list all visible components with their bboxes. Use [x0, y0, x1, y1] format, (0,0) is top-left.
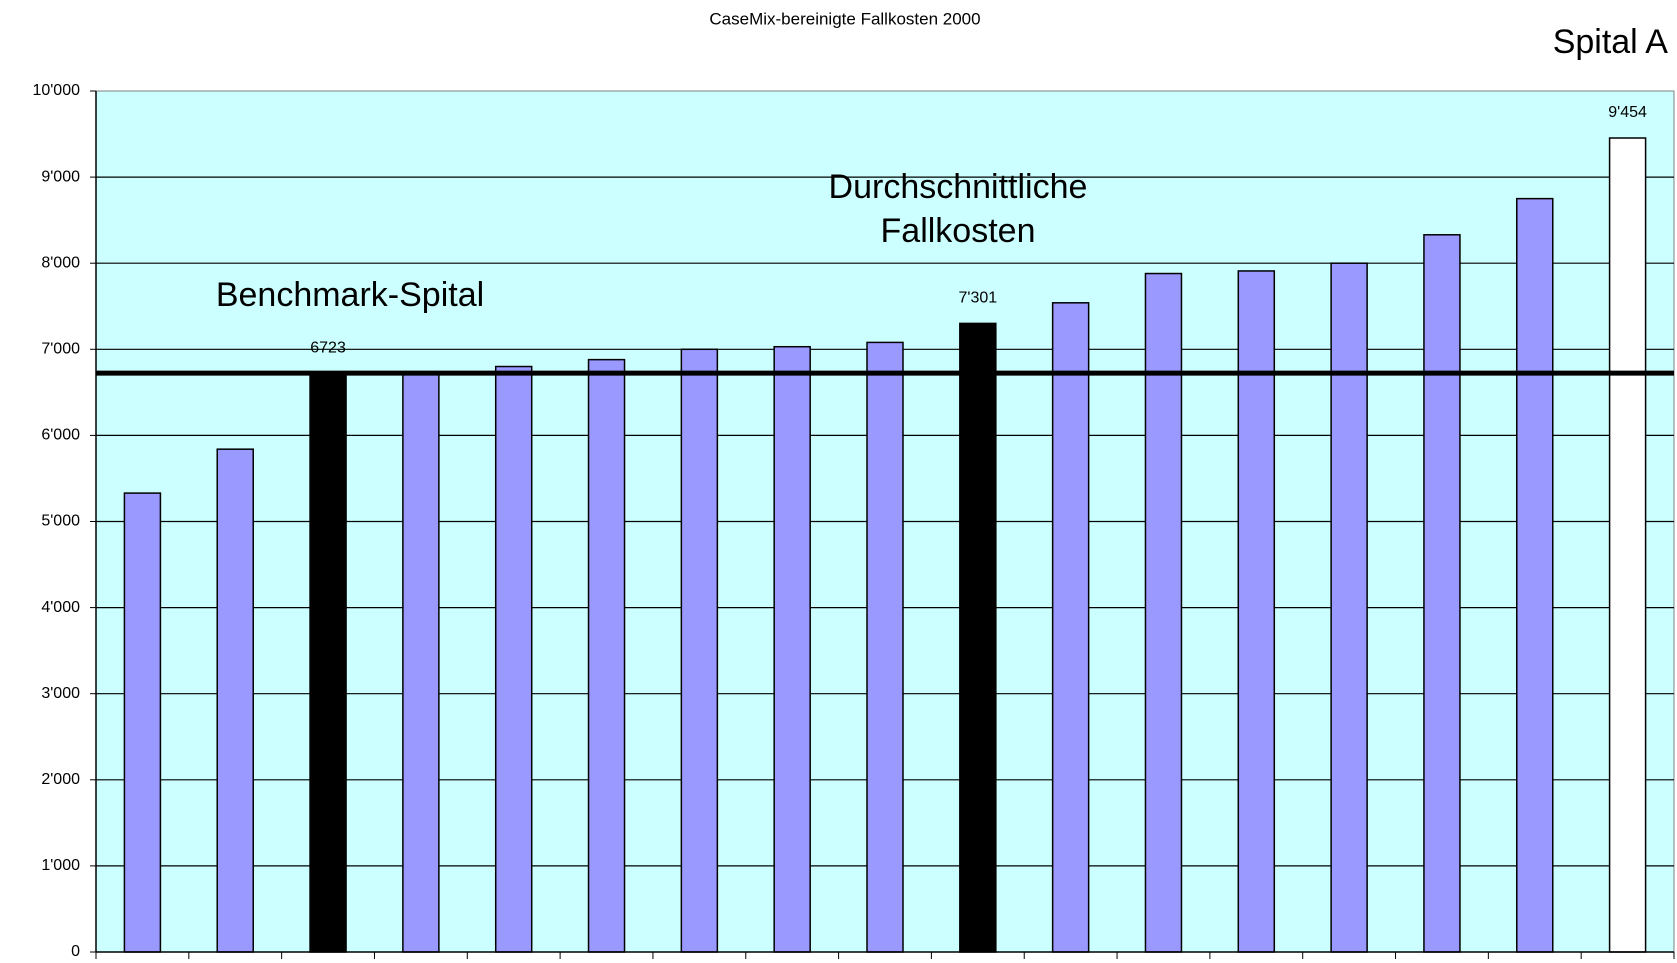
annotation: Fallkosten	[881, 212, 1036, 250]
bar	[1237, 270, 1276, 953]
bar	[866, 341, 904, 953]
bar	[216, 448, 254, 953]
bar	[959, 322, 997, 953]
value-label: 6723	[310, 339, 346, 356]
y-tick-label: 5'000	[41, 513, 80, 530]
bar	[309, 372, 347, 953]
annotation: Spital A	[1553, 23, 1669, 61]
bar	[773, 345, 811, 953]
bar	[402, 370, 440, 953]
value-label: 9'454	[1608, 104, 1647, 121]
bar	[1330, 262, 1368, 953]
y-tick-label: 7'000	[41, 341, 80, 358]
annotation: Benchmark-Spital	[216, 276, 484, 314]
y-tick-label: 3'000	[41, 685, 80, 702]
annotation: Durchschnittliche	[829, 168, 1088, 206]
bar	[587, 358, 626, 953]
y-tick-label: 1'000	[41, 857, 80, 874]
bar	[123, 492, 162, 953]
bar	[1051, 302, 1090, 953]
bar	[1423, 234, 1461, 953]
y-tick-label: 8'000	[41, 254, 80, 271]
y-tick-label: 9'000	[41, 168, 80, 185]
value-label: 7'301	[958, 290, 997, 307]
y-tick-label: 4'000	[41, 599, 80, 616]
bar	[494, 365, 533, 953]
bar	[1144, 272, 1183, 953]
y-tick-label: 6'000	[41, 427, 80, 444]
y-tick-label: 0	[71, 943, 80, 960]
bar	[1608, 137, 1647, 953]
y-tick-label: 2'000	[41, 771, 80, 788]
bar	[1516, 197, 1554, 953]
chart-title: CaseMix-bereinigte Fallkosten 2000	[709, 9, 980, 28]
y-tick-label: 10'000	[32, 82, 80, 99]
bar	[680, 348, 719, 953]
